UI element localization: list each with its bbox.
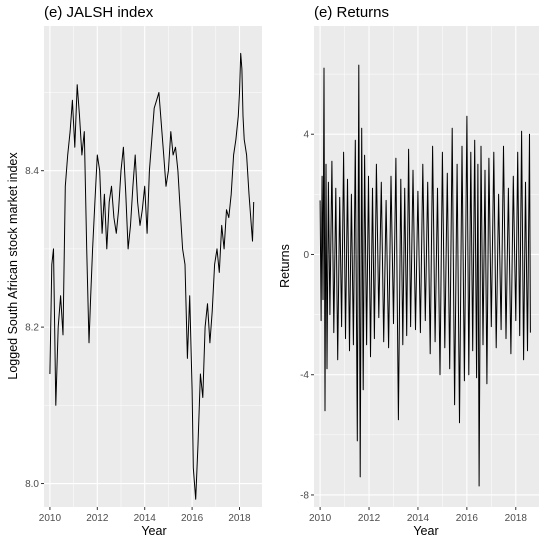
- x-tick-label: 2016: [181, 513, 204, 524]
- x-tick-label: 2016: [456, 513, 479, 524]
- x-tick-label: 2010: [309, 513, 332, 524]
- y-tick-label: -8: [300, 490, 309, 501]
- y-tick-label: 8.0: [25, 479, 39, 490]
- x-tick-label: 2012: [86, 513, 109, 524]
- grid: [44, 26, 262, 507]
- series-line: [49, 52, 255, 500]
- series-group: [49, 52, 255, 500]
- y-axis-title: Returns: [278, 244, 292, 288]
- x-tick-label: 2018: [228, 513, 251, 524]
- chart-returns: (e) Returns 2010 2012 2014 2016 2018 -8-404 …: [278, 4, 539, 538]
- y-tick-label: 0: [303, 250, 309, 261]
- x-axis-title: Year: [141, 524, 166, 538]
- y-tick-label: 8.2: [25, 323, 39, 334]
- x-tick-label: 2010: [39, 513, 62, 524]
- x-tick-label: 2012: [358, 513, 381, 524]
- y-tick-label: -4: [300, 370, 309, 381]
- x-axis: 2010 2012 2014 2016 2018: [39, 507, 251, 524]
- y-tick-label: 4: [303, 130, 309, 141]
- series-group: [319, 64, 531, 487]
- x-tick-label: 2018: [505, 513, 528, 524]
- chart-title: (e) Returns: [314, 4, 389, 21]
- chart-jalsh-index: (e) JALSH index 2010 2012 2014 2016 2018 8.0…: [6, 4, 262, 538]
- series-line: [319, 64, 531, 487]
- chart-title: (e) JALSH index: [44, 4, 154, 21]
- y-axis: 8.0 8.2 8.4: [25, 166, 44, 490]
- y-axis: -8 -4 0 4: [300, 130, 314, 501]
- x-tick-label: 2014: [407, 513, 430, 524]
- y-axis-title: Logged South African stock market index: [6, 152, 20, 380]
- plot-panel: [44, 26, 262, 507]
- x-tick-label: 2014: [134, 513, 157, 524]
- y-tick-label: 8.4: [25, 166, 39, 177]
- x-axis-title: Year: [413, 524, 438, 538]
- x-axis: 2010 2012 2014 2016 2018: [309, 507, 527, 524]
